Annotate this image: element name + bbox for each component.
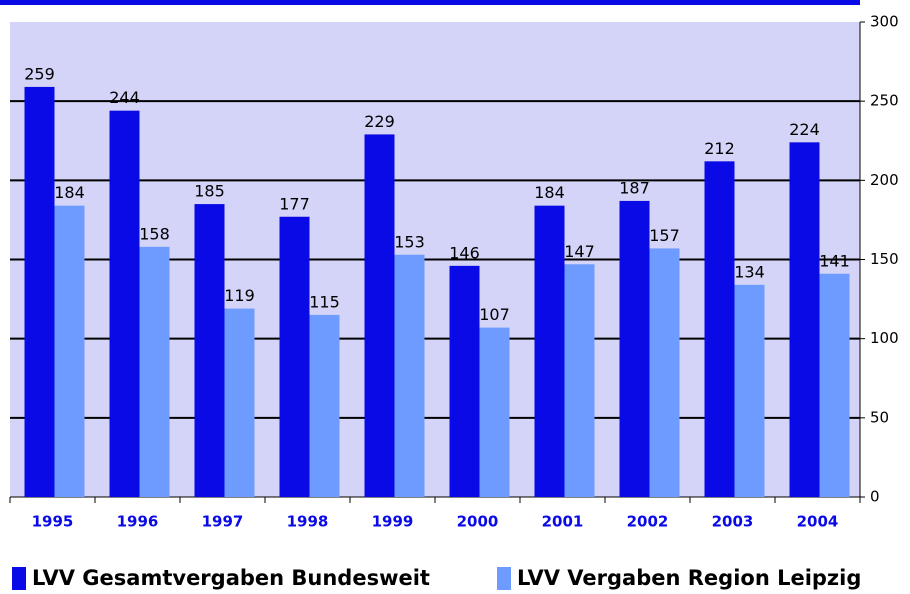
y-tick-label: 50 [870,408,889,426]
value-label: 157 [649,226,680,245]
bar [54,205,85,497]
value-label: 147 [564,242,595,261]
value-label: 141 [819,251,850,270]
bar [789,142,820,498]
value-label: 184 [534,183,565,202]
x-tick-label: 2004 [797,513,839,531]
bar [224,308,255,497]
legend-label: LVV Vergaben Region Leipzig [517,566,861,590]
value-label: 153 [394,232,425,251]
y-tick-label: 0 [870,488,880,506]
bar [479,327,510,497]
bar [194,204,225,498]
value-label: 119 [224,286,255,305]
value-label: 185 [194,182,225,201]
bar [734,284,765,497]
value-label: 146 [449,243,480,262]
bar [534,205,565,497]
bar [619,200,650,497]
value-label: 134 [734,262,765,281]
legend-swatch [497,567,511,590]
y-tick-label: 100 [870,329,899,347]
x-tick-label: 1996 [117,513,159,531]
value-label: 244 [109,88,140,107]
value-label: 212 [704,139,735,158]
x-tick-label: 2000 [457,513,499,531]
value-label: 187 [619,178,650,197]
value-label: 184 [54,183,85,202]
value-label: 224 [789,120,820,139]
bar [449,265,480,497]
bar [394,254,425,497]
x-tick-label: 2003 [712,513,754,531]
x-tick-label: 1997 [202,513,244,531]
bar [139,246,170,497]
x-tick-label: 1995 [32,513,74,531]
value-label: 177 [279,194,310,213]
legend-label: LVV Gesamtvergaben Bundesweit [32,566,430,590]
x-tick-label: 2002 [627,513,669,531]
value-label: 259 [24,64,55,83]
bar [24,86,55,498]
y-tick-label: 250 [870,92,899,110]
x-tick-label: 2001 [542,513,584,531]
value-label: 158 [139,224,170,243]
bar [704,161,735,498]
bar [109,110,140,498]
y-tick-label: 300 [870,13,899,31]
y-tick-label: 150 [870,250,899,268]
x-tick-label: 1999 [372,513,414,531]
value-label: 107 [479,305,510,324]
bar [279,216,310,497]
bar [819,273,850,497]
top-band [0,0,860,5]
legend-swatch [12,567,26,590]
bar [309,314,340,497]
bar [364,134,395,497]
bar [564,264,595,497]
x-tick-label: 1998 [287,513,329,531]
bar [649,248,680,497]
y-tick-label: 200 [870,171,899,189]
value-label: 229 [364,112,395,131]
value-label: 115 [309,292,340,311]
